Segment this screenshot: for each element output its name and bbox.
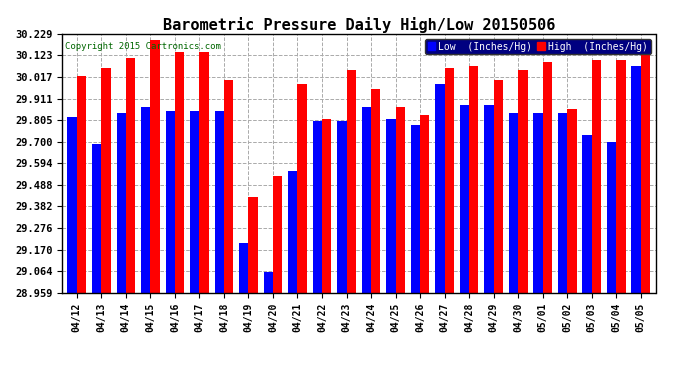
Bar [607,141,616,292]
Bar [248,196,258,292]
Bar [199,52,209,292]
Text: Copyright 2015 Cartronics.com: Copyright 2015 Cartronics.com [65,42,221,51]
Bar [543,62,552,292]
Bar [150,40,159,292]
Bar [239,243,248,292]
Bar [386,119,395,292]
Bar [141,107,150,292]
Bar [346,70,356,292]
Bar [395,107,405,292]
Bar [362,107,371,292]
Bar [190,111,199,292]
Bar [313,121,322,292]
Bar [509,113,518,292]
Bar [592,60,601,292]
Bar [264,272,273,292]
Bar [224,80,233,292]
Bar [533,113,543,292]
Bar [641,40,650,292]
Bar [518,70,527,292]
Bar [175,52,184,292]
Bar [420,115,429,292]
Bar [322,119,331,292]
Bar [126,58,135,292]
Bar [68,117,77,292]
Bar [215,111,224,292]
Title: Barometric Pressure Daily High/Low 20150506: Barometric Pressure Daily High/Low 20150… [163,16,555,33]
Bar [435,84,444,292]
Bar [493,80,503,292]
Bar [484,105,493,292]
Bar [469,66,478,292]
Bar [273,176,282,292]
Bar [444,68,454,292]
Bar [582,135,592,292]
Bar [117,113,126,292]
Legend: Low  (Inches/Hg), High  (Inches/Hg): Low (Inches/Hg), High (Inches/Hg) [424,39,651,54]
Bar [288,171,297,292]
Bar [77,76,86,292]
Bar [411,125,420,292]
Bar [297,84,307,292]
Bar [460,105,469,292]
Bar [631,66,641,292]
Bar [337,121,346,292]
Bar [371,88,380,292]
Bar [616,60,626,292]
Bar [166,111,175,292]
Bar [92,144,101,292]
Bar [567,109,577,292]
Bar [558,113,567,292]
Bar [101,68,110,292]
